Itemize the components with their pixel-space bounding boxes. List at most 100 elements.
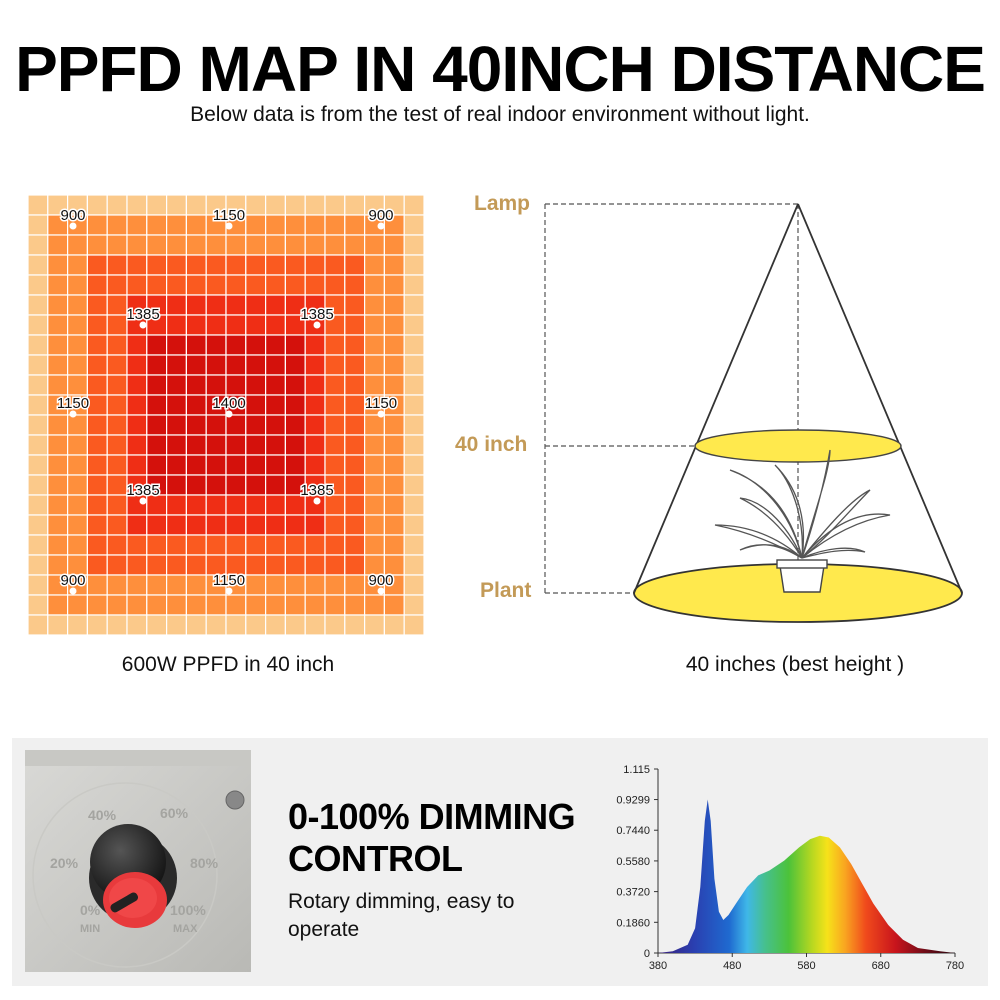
grid-cell: [403, 394, 424, 416]
grid-cell: [86, 374, 108, 396]
grid-cell: [166, 554, 188, 576]
grid-cell: [344, 534, 366, 556]
grid-cell: [383, 414, 405, 436]
grid-cell: [47, 594, 69, 616]
grid-cell: [403, 494, 424, 516]
housing-fins: [25, 750, 251, 766]
grid-cell: [106, 454, 128, 476]
grid-cell: [403, 314, 424, 336]
ppfd-point-value: 1150: [213, 572, 245, 589]
grid-cell: [106, 594, 128, 616]
grid-cell: [166, 594, 188, 616]
grid-cell: [166, 254, 188, 276]
grid-cell: [304, 414, 326, 436]
distance-label: 40 inch: [455, 433, 528, 456]
grid-cell: [47, 354, 69, 376]
grid-cell: [403, 294, 424, 316]
grid-cell: [403, 374, 424, 396]
grid-cell: [166, 434, 188, 456]
grid-cell: [28, 274, 49, 296]
ppfd-point-value: 1385: [300, 306, 333, 323]
grid-cell: [86, 614, 108, 635]
grid-cell: [106, 614, 128, 635]
grid-cell: [205, 434, 227, 456]
grid-cell: [106, 354, 128, 376]
grid-cell: [86, 474, 108, 496]
grid-cell: [106, 414, 128, 436]
grid-cell: [28, 434, 49, 456]
grid-cell: [284, 354, 306, 376]
grid-cell: [364, 374, 386, 396]
grid-cell: [284, 274, 306, 296]
grid-cell: [403, 274, 424, 296]
grid-cell: [225, 334, 247, 356]
grid-cell: [383, 294, 405, 316]
dimming-description: Rotary dimming, easy to operate: [288, 890, 515, 941]
cone-left-edge: [633, 203, 799, 594]
grid-cell: [284, 334, 306, 356]
grid-cell: [28, 494, 49, 516]
grid-cell: [185, 594, 207, 616]
grid-cell: [383, 514, 405, 536]
grid-cell: [324, 594, 346, 616]
grid-cell: [364, 534, 386, 556]
dimmer-knob-photo: 40% 60% 20% 80% 0% 100% MIN MAX: [25, 750, 251, 972]
grid-cell: [166, 414, 188, 436]
grid-cell: [28, 214, 49, 236]
grid-cell: [344, 354, 366, 376]
grid-cell: [304, 574, 326, 596]
grid-cell: [205, 274, 227, 296]
grid-cell: [66, 374, 88, 396]
grid-cell: [166, 294, 188, 316]
grid-cell: [185, 314, 207, 336]
x-tick-label: 780: [946, 960, 964, 972]
grid-cell: [28, 334, 49, 356]
knob-pointer: [110, 892, 139, 913]
grid-cell: [66, 254, 88, 276]
grid-cell: [185, 434, 207, 456]
grid-cell: [245, 414, 267, 436]
grid-cell: [324, 454, 346, 476]
grid-cell: [185, 414, 207, 436]
grid-cell: [47, 474, 69, 496]
grid-cell: [66, 294, 88, 316]
grid-cell: [185, 534, 207, 556]
grid-cell: [146, 454, 168, 476]
grid-cell: [403, 214, 424, 236]
grid-cell: [66, 494, 88, 516]
grid-cell: [166, 394, 188, 416]
ppfd-point-marker: [69, 587, 77, 595]
grid-cell: [47, 294, 69, 316]
grid-cell: [146, 574, 168, 596]
grid-cell: [66, 614, 88, 635]
grid-cell: [245, 195, 267, 216]
grid-cell: [245, 394, 267, 416]
grid-cell: [383, 354, 405, 376]
grid-cell: [166, 334, 188, 356]
grid-cell: [403, 474, 424, 496]
grid-cell: [66, 434, 88, 456]
grid-cell: [166, 454, 188, 476]
grid-cell: [106, 195, 128, 216]
grid-cell: [304, 274, 326, 296]
grid-cell: [265, 314, 287, 336]
ppfd-point-marker: [139, 321, 147, 329]
grid-cell: [245, 474, 267, 496]
grid-cell: [284, 254, 306, 276]
grid-cell: [126, 554, 148, 576]
grid-cell: [364, 314, 386, 336]
grid-cell: [106, 314, 128, 336]
grid-cell: [225, 414, 247, 436]
grid-cell: [344, 334, 366, 356]
grid-cell: [28, 534, 49, 556]
y-tick-label: 0.5580: [616, 856, 650, 868]
grid-cell: [304, 614, 326, 635]
grid-cell: [265, 195, 287, 216]
ppfd-point-marker: [225, 410, 233, 418]
grid-cell: [245, 494, 267, 516]
grid-cell: [265, 274, 287, 296]
grid-cell: [86, 294, 108, 316]
distance-light-area: [694, 429, 902, 463]
grid-cell: [28, 554, 49, 576]
grid-cell: [383, 594, 405, 616]
